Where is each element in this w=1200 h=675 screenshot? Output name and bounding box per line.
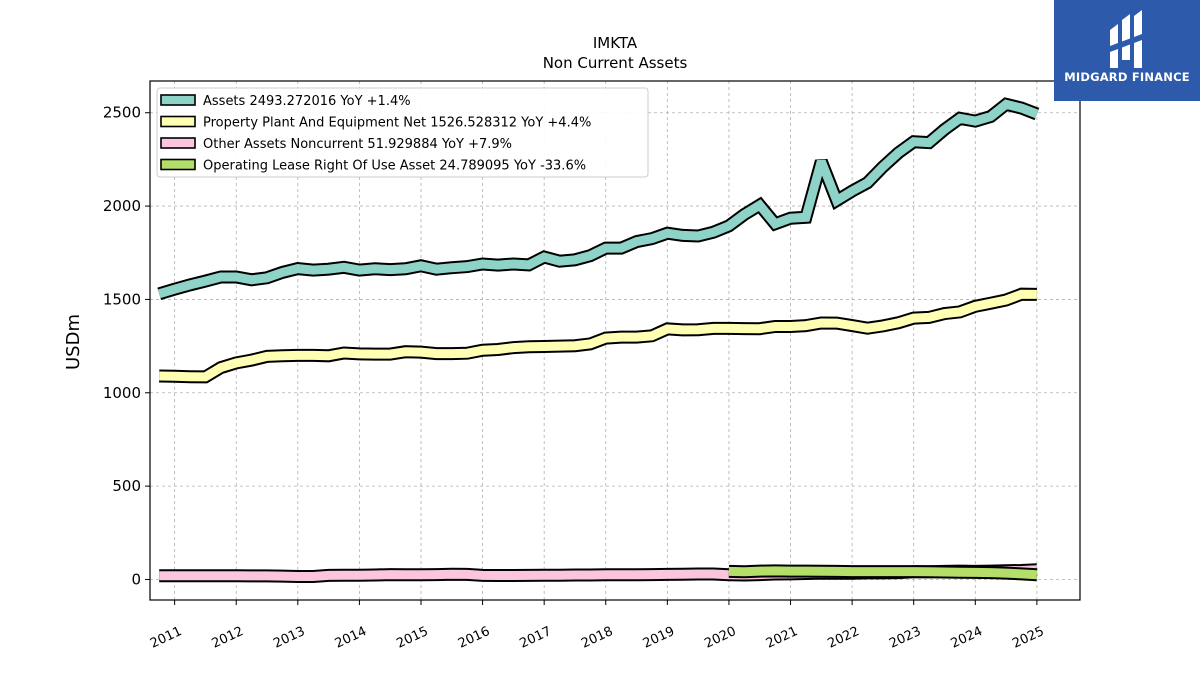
series-outline-1 xyxy=(159,287,1037,384)
x-tick-label: 2022 xyxy=(825,624,861,652)
x-tick-label: 2021 xyxy=(764,624,800,652)
y-tick-label: 2500 xyxy=(103,104,141,122)
legend-swatch xyxy=(160,158,196,171)
x-tick-label: 2023 xyxy=(887,624,923,652)
x-tick-label: 2015 xyxy=(394,624,430,652)
y-tick-label: 2000 xyxy=(103,197,141,215)
series-line-0 xyxy=(157,99,1039,299)
series-line-3 xyxy=(728,566,1038,580)
y-tick-label: 1500 xyxy=(103,290,141,308)
legend-label: Assets 2493.272016 YoY +1.4% xyxy=(203,94,411,109)
brand-name: MIDGARD FINANCE xyxy=(1064,70,1190,84)
chart-title: IMKTA xyxy=(593,34,638,52)
series-line-1 xyxy=(159,289,1037,382)
x-tick-label: 2017 xyxy=(518,624,554,652)
legend-swatch xyxy=(160,94,196,106)
legend-label: Property Plant And Equipment Net 1526.52… xyxy=(203,116,591,131)
x-tick-label: 2013 xyxy=(271,624,307,652)
legend-swatch xyxy=(160,115,196,128)
x-tick-label: 2012 xyxy=(210,624,246,652)
x-tick-label: 2014 xyxy=(333,624,369,652)
legend-swatch xyxy=(160,137,196,149)
legend-box xyxy=(156,87,649,178)
x-tick-label: 2020 xyxy=(702,624,738,652)
brand-logo: MIDGARD FINANCE xyxy=(1054,0,1200,101)
x-tick-label: 2018 xyxy=(579,624,615,652)
x-tick-label: 2016 xyxy=(456,624,492,652)
y-axis-label: USDm xyxy=(63,314,84,370)
y-tick-label: 500 xyxy=(112,477,141,495)
chart-subtitle: Non Current Assets xyxy=(543,54,688,72)
legend-label: Operating Lease Right Of Use Asset 24.78… xyxy=(203,159,586,174)
y-tick-label: 1000 xyxy=(103,384,141,402)
legend-label: Other Assets Noncurrent 51.929884 YoY +7… xyxy=(203,137,512,152)
x-tick-label: 2024 xyxy=(949,624,985,652)
x-tick-label: 2019 xyxy=(641,624,677,652)
plot-frame xyxy=(149,80,1081,601)
x-tick-label: 2011 xyxy=(148,624,184,652)
series-layer xyxy=(157,97,1040,583)
midgard-logo-icon xyxy=(1110,10,1142,68)
y-tick-label: 0 xyxy=(131,570,141,588)
x-tick-label: 2025 xyxy=(1010,624,1046,652)
legend: Assets 2493.272016 YoY +1.4% Property Pla… xyxy=(156,87,649,178)
